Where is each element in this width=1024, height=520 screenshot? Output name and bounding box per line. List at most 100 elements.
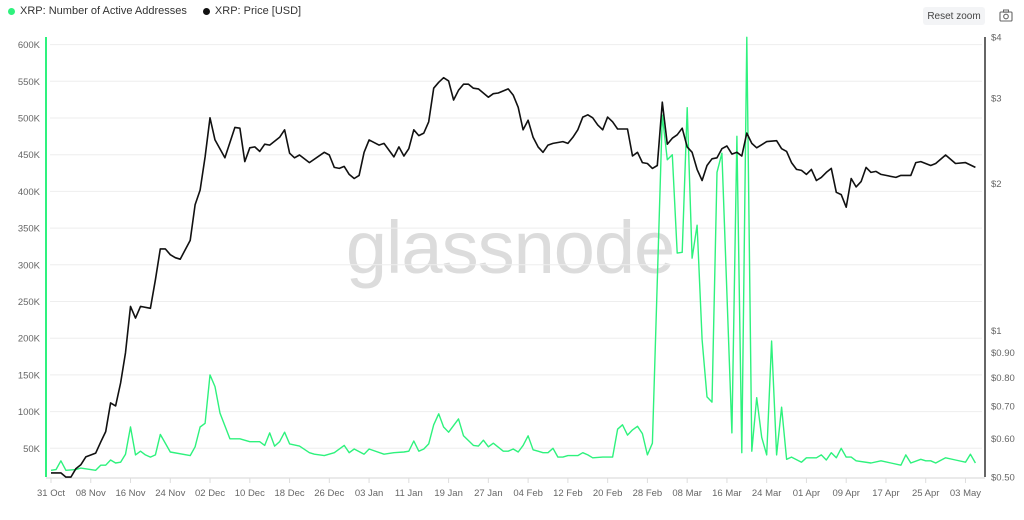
active-addresses-point[interactable] <box>690 256 694 260</box>
active-addresses-point[interactable] <box>203 421 207 425</box>
price-point[interactable] <box>193 203 197 207</box>
active-addresses-point[interactable] <box>665 158 669 162</box>
active-addresses-point[interactable] <box>591 456 595 460</box>
price-point[interactable] <box>64 475 68 479</box>
price-point[interactable] <box>422 131 426 135</box>
price-point[interactable] <box>223 156 227 160</box>
price-point[interactable] <box>690 150 694 154</box>
price-point[interactable] <box>506 87 510 91</box>
price-point[interactable] <box>799 168 803 172</box>
active-addresses-point[interactable] <box>635 424 639 428</box>
active-addresses-point[interactable] <box>829 451 833 455</box>
price-point[interactable] <box>710 157 714 161</box>
price-point[interactable] <box>963 161 967 165</box>
active-addresses-point[interactable] <box>904 453 908 457</box>
price-point[interactable] <box>640 161 644 165</box>
price-point[interactable] <box>730 152 734 156</box>
price-point[interactable] <box>929 163 933 167</box>
active-addresses-point[interactable] <box>352 447 356 451</box>
active-addresses-point[interactable] <box>670 153 674 157</box>
price-point[interactable] <box>591 116 595 120</box>
active-addresses-point[interactable] <box>924 459 928 463</box>
price-point[interactable] <box>462 82 466 86</box>
active-addresses-point[interactable] <box>586 453 590 457</box>
price-point[interactable] <box>914 161 918 165</box>
price-point[interactable] <box>844 205 848 209</box>
active-addresses-point[interactable] <box>332 451 336 455</box>
price-point[interactable] <box>452 98 456 102</box>
price-point[interactable] <box>954 162 958 166</box>
active-addresses-point[interactable] <box>546 451 550 455</box>
price-point[interactable] <box>133 316 137 320</box>
price-point[interactable] <box>745 131 749 135</box>
active-addresses-point[interactable] <box>765 453 769 457</box>
active-addresses-point[interactable] <box>963 460 967 464</box>
price-point[interactable] <box>94 451 98 455</box>
price-point[interactable] <box>814 179 818 183</box>
active-addresses-point[interactable] <box>834 456 838 460</box>
price-point[interactable] <box>362 150 366 154</box>
active-addresses-point[interactable] <box>148 455 152 459</box>
price-point[interactable] <box>377 143 381 147</box>
active-addresses-point[interactable] <box>968 452 972 456</box>
active-addresses-point[interactable] <box>506 449 510 453</box>
active-addresses-point[interactable] <box>919 457 923 461</box>
price-point[interactable] <box>645 162 649 166</box>
price-point[interactable] <box>412 128 416 132</box>
price-point[interactable] <box>198 188 202 192</box>
price-point[interactable] <box>283 128 287 132</box>
active-addresses-point[interactable] <box>94 468 98 472</box>
active-addresses-point[interactable] <box>511 447 515 451</box>
price-point[interactable] <box>327 153 331 157</box>
price-point[interactable] <box>750 141 754 145</box>
active-addresses-point[interactable] <box>785 457 789 461</box>
active-addresses-point[interactable] <box>447 430 451 434</box>
active-addresses-point[interactable] <box>59 459 63 463</box>
active-addresses-point[interactable] <box>432 423 436 427</box>
price-point[interactable] <box>417 134 421 138</box>
price-point[interactable] <box>233 125 237 129</box>
price-point[interactable] <box>616 127 620 131</box>
active-addresses-point[interactable] <box>626 433 630 437</box>
active-addresses-point[interactable] <box>536 449 540 453</box>
active-addresses-point[interactable] <box>213 385 217 389</box>
active-addresses-point[interactable] <box>541 451 545 455</box>
active-addresses-point[interactable] <box>839 446 843 450</box>
price-point[interactable] <box>84 455 88 459</box>
active-addresses-point[interactable] <box>745 35 749 39</box>
active-addresses-point[interactable] <box>481 438 485 442</box>
active-addresses-point[interactable] <box>208 373 212 377</box>
price-point[interactable] <box>765 140 769 144</box>
price-point[interactable] <box>630 154 634 158</box>
active-addresses-point[interactable] <box>273 444 277 448</box>
price-point[interactable] <box>675 133 679 137</box>
active-addresses-point[interactable] <box>278 440 282 444</box>
price-point[interactable] <box>114 404 118 408</box>
price-point[interactable] <box>49 471 53 475</box>
price-point[interactable] <box>944 153 948 157</box>
price-point[interactable] <box>655 163 659 167</box>
price-point[interactable] <box>715 156 719 160</box>
price-point[interactable] <box>342 164 346 168</box>
active-addresses-point[interactable] <box>516 450 520 454</box>
price-point[interactable] <box>780 147 784 151</box>
price-point[interactable] <box>109 401 113 405</box>
price-point[interactable] <box>884 173 888 177</box>
price-point[interactable] <box>337 166 341 170</box>
price-point[interactable] <box>546 143 550 147</box>
active-addresses-point[interactable] <box>258 440 262 444</box>
active-addresses-point[interactable] <box>457 417 461 421</box>
active-addresses-point[interactable] <box>228 437 232 441</box>
price-point[interactable] <box>650 166 654 170</box>
price-point[interactable] <box>581 115 585 119</box>
active-addresses-point[interactable] <box>124 452 128 456</box>
price-point[interactable] <box>168 253 172 257</box>
active-addresses-point[interactable] <box>298 444 302 448</box>
price-point[interactable] <box>934 162 938 166</box>
active-addresses-point[interactable] <box>64 468 68 472</box>
active-addresses-point[interactable] <box>188 454 192 458</box>
price-point[interactable] <box>819 175 823 179</box>
price-point[interactable] <box>486 95 490 99</box>
price-point[interactable] <box>178 257 182 261</box>
